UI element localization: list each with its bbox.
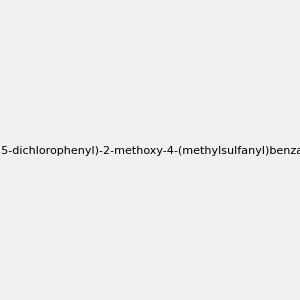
Text: N-(3,5-dichlorophenyl)-2-methoxy-4-(methylsulfanyl)benzamide: N-(3,5-dichlorophenyl)-2-methoxy-4-(meth…: [0, 146, 300, 157]
